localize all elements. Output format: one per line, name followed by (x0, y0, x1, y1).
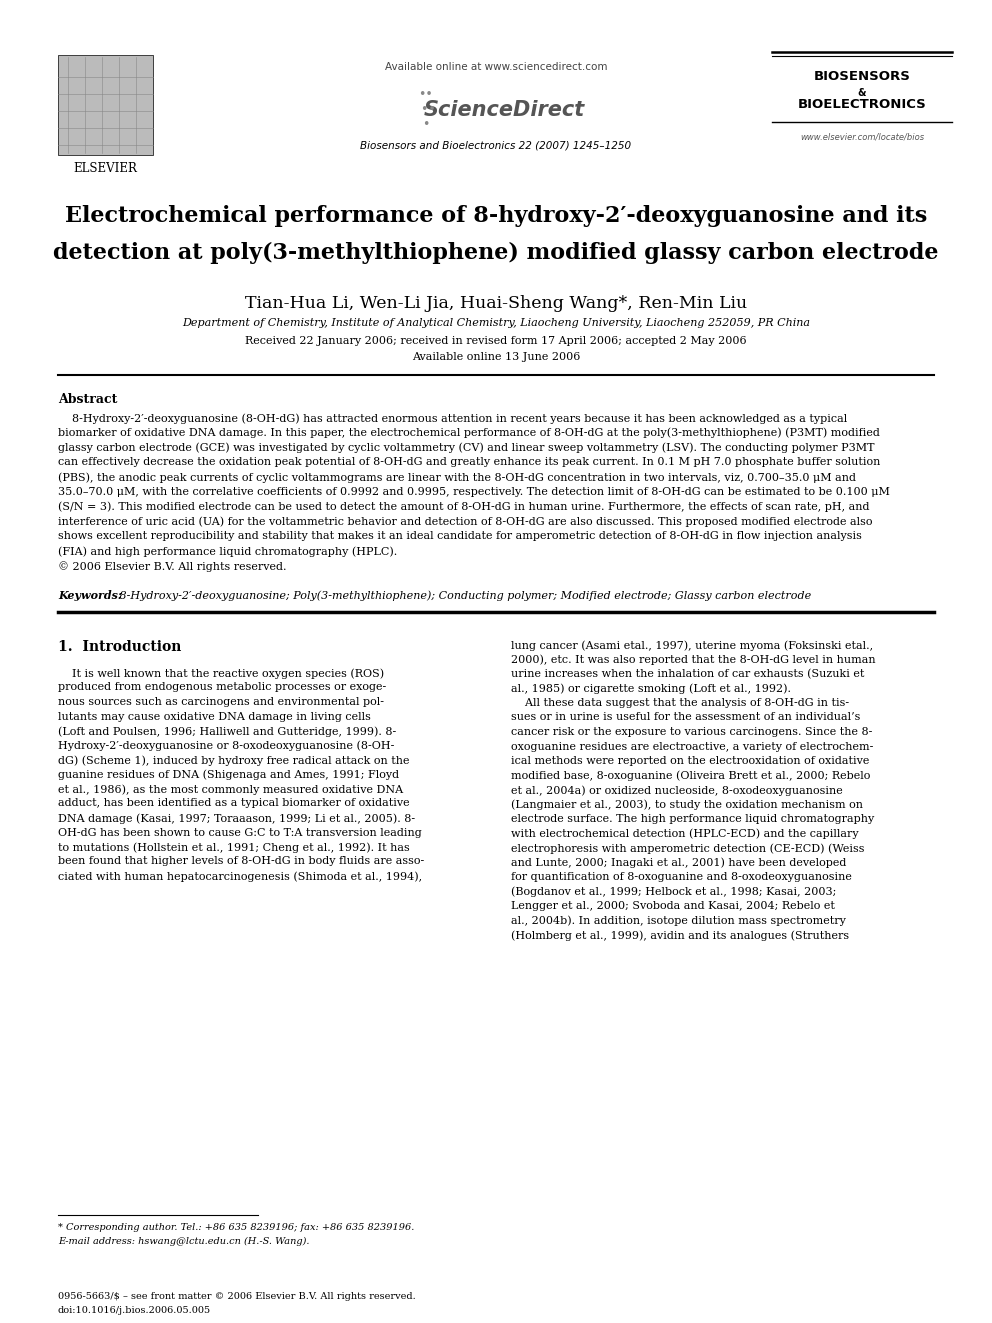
Text: with electrochemical detection (HPLC-ECD) and the capillary: with electrochemical detection (HPLC-ECD… (511, 828, 859, 839)
Text: Available online at www.sciencedirect.com: Available online at www.sciencedirect.co… (385, 62, 607, 71)
Text: Lengger et al., 2000; Svoboda and Kasai, 2004; Rebelo et: Lengger et al., 2000; Svoboda and Kasai,… (511, 901, 835, 912)
Text: detection at poly(3-methylthiophene) modified glassy carbon electrode: detection at poly(3-methylthiophene) mod… (54, 242, 938, 265)
Text: All these data suggest that the analysis of 8-OH-dG in tis-: All these data suggest that the analysis… (511, 699, 849, 708)
Text: to mutations (Hollstein et al., 1991; Cheng et al., 1992). It has: to mutations (Hollstein et al., 1991; Ch… (58, 841, 410, 852)
Text: ELSEVIER: ELSEVIER (73, 161, 137, 175)
Text: biomarker of oxidative DNA damage. In this paper, the electrochemical performanc: biomarker of oxidative DNA damage. In th… (58, 427, 880, 438)
Text: can effectively decrease the oxidation peak potential of 8-OH-dG and greatly enh: can effectively decrease the oxidation p… (58, 458, 880, 467)
Text: lutants may cause oxidative DNA damage in living cells: lutants may cause oxidative DNA damage i… (58, 712, 371, 721)
Text: www.elsevier.com/locate/bios: www.elsevier.com/locate/bios (800, 132, 925, 142)
Text: interference of uric acid (UA) for the voltammetric behavior and detection of 8-: interference of uric acid (UA) for the v… (58, 516, 873, 527)
Text: cancer risk or the exposure to various carcinogens. Since the 8-: cancer risk or the exposure to various c… (511, 728, 872, 737)
Text: lung cancer (Asami etal., 1997), uterine myoma (Foksinski etal.,: lung cancer (Asami etal., 1997), uterine… (511, 640, 873, 651)
Text: OH-dG has been shown to cause G:C to T:A transversion leading: OH-dG has been shown to cause G:C to T:A… (58, 827, 422, 837)
Text: guanine residues of DNA (Shigenaga and Ames, 1991; Floyd: guanine residues of DNA (Shigenaga and A… (58, 770, 399, 781)
Text: Biosensors and Bioelectronics 22 (2007) 1245–1250: Biosensors and Bioelectronics 22 (2007) … (360, 140, 632, 149)
Bar (58, 56, 153, 155)
Text: © 2006 Elsevier B.V. All rights reserved.: © 2006 Elsevier B.V. All rights reserved… (58, 561, 287, 572)
Text: electrode surface. The high performance liquid chromatography: electrode surface. The high performance … (511, 814, 874, 824)
Text: (Holmberg et al., 1999), avidin and its analogues (Struthers: (Holmberg et al., 1999), avidin and its … (511, 930, 849, 941)
Text: 2000), etc. It was also reported that the 8-OH-dG level in human: 2000), etc. It was also reported that th… (511, 655, 876, 665)
Text: for quantification of 8-oxoguanine and 8-oxodeoxyguanosine: for quantification of 8-oxoguanine and 8… (511, 872, 852, 882)
Text: and Lunte, 2000; Inagaki et al., 2001) have been developed: and Lunte, 2000; Inagaki et al., 2001) h… (511, 857, 846, 868)
Text: glassy carbon electrode (GCE) was investigated by cyclic voltammetry (CV) and li: glassy carbon electrode (GCE) was invest… (58, 443, 875, 454)
Text: oxoguanine residues are electroactive, a variety of electrochem-: oxoguanine residues are electroactive, a… (511, 741, 873, 751)
Text: produced from endogenous metabolic processes or exoge-: produced from endogenous metabolic proce… (58, 683, 386, 692)
Text: et al., 1986), as the most commonly measured oxidative DNA: et al., 1986), as the most commonly meas… (58, 785, 403, 795)
Text: DNA damage (Kasai, 1997; Toraaason, 1999; Li et al., 2005). 8-: DNA damage (Kasai, 1997; Toraaason, 1999… (58, 814, 415, 823)
Text: adduct, has been identified as a typical biomarker of oxidative: adduct, has been identified as a typical… (58, 799, 410, 808)
Text: Keywords:: Keywords: (58, 590, 122, 601)
Text: shows excellent reproducibility and stability that makes it an ideal candidate f: shows excellent reproducibility and stab… (58, 532, 862, 541)
Text: Electrochemical performance of 8-hydroxy-2′-deoxyguanosine and its: Electrochemical performance of 8-hydroxy… (64, 205, 928, 228)
Text: (Langmaier et al., 2003), to study the oxidation mechanism on: (Langmaier et al., 2003), to study the o… (511, 799, 863, 810)
Text: BIOELECTRONICS: BIOELECTRONICS (798, 98, 927, 111)
Text: E-mail address: hswang@lctu.edu.cn (H.-S. Wang).: E-mail address: hswang@lctu.edu.cn (H.-S… (58, 1237, 310, 1246)
Text: 8-Hydroxy-2′-deoxyguanosine; Poly(3-methylthiophene); Conducting polymer; Modifi: 8-Hydroxy-2′-deoxyguanosine; Poly(3-meth… (116, 590, 811, 601)
Text: et al., 2004a) or oxidized nucleoside, 8-oxodeoxyguanosine: et al., 2004a) or oxidized nucleoside, 8… (511, 785, 843, 795)
Text: 35.0–70.0 μM, with the correlative coefficients of 0.9992 and 0.9995, respective: 35.0–70.0 μM, with the correlative coeff… (58, 487, 890, 497)
Text: nous sources such as carcinogens and environmental pol-: nous sources such as carcinogens and env… (58, 697, 384, 706)
Text: (PBS), the anodic peak currents of cyclic voltammograms are linear with the 8-OH: (PBS), the anodic peak currents of cycli… (58, 472, 856, 483)
Text: Received 22 January 2006; received in revised form 17 April 2006; accepted 2 May: Received 22 January 2006; received in re… (245, 336, 747, 347)
Text: ••
 ••
•: •• •• • (417, 89, 435, 131)
Text: doi:10.1016/j.bios.2006.05.005: doi:10.1016/j.bios.2006.05.005 (58, 1306, 211, 1315)
Text: urine increases when the inhalation of car exhausts (Suzuki et: urine increases when the inhalation of c… (511, 669, 864, 679)
Text: * Corresponding author. Tel.: +86 635 8239196; fax: +86 635 8239196.: * Corresponding author. Tel.: +86 635 82… (58, 1222, 415, 1232)
Text: Tian-Hua Li, Wen-Li Jia, Huai-Sheng Wang*, Ren-Min Liu: Tian-Hua Li, Wen-Li Jia, Huai-Sheng Wang… (245, 295, 747, 312)
Text: sues or in urine is useful for the assessment of an individual’s: sues or in urine is useful for the asses… (511, 713, 860, 722)
Text: 8-Hydroxy-2′-deoxyguanosine (8-OH-dG) has attracted enormous attention in recent: 8-Hydroxy-2′-deoxyguanosine (8-OH-dG) ha… (58, 413, 847, 423)
Text: ScienceDirect: ScienceDirect (424, 101, 584, 120)
Text: 1.  Introduction: 1. Introduction (58, 640, 182, 654)
Text: ical methods were reported on the electrooxidation of oxidative: ical methods were reported on the electr… (511, 755, 869, 766)
Text: &: & (858, 89, 866, 98)
Text: Abstract: Abstract (58, 393, 117, 406)
Text: dG) (Scheme 1), induced by hydroxy free radical attack on the: dG) (Scheme 1), induced by hydroxy free … (58, 755, 410, 766)
Text: al., 1985) or cigarette smoking (Loft et al., 1992).: al., 1985) or cigarette smoking (Loft et… (511, 684, 791, 695)
Text: modified base, 8-oxoguanine (Oliveira Brett et al., 2000; Rebelo: modified base, 8-oxoguanine (Oliveira Br… (511, 770, 870, 781)
Text: It is well known that the reactive oxygen species (ROS): It is well known that the reactive oxyge… (58, 668, 384, 679)
Text: 0956-5663/$ – see front matter © 2006 Elsevier B.V. All rights reserved.: 0956-5663/$ – see front matter © 2006 El… (58, 1293, 416, 1301)
Text: ciated with human hepatocarcinogenesis (Shimoda et al., 1994),: ciated with human hepatocarcinogenesis (… (58, 871, 423, 881)
Text: Hydroxy-2′-deoxyguanosine or 8-oxodeoxyguanosine (8-OH-: Hydroxy-2′-deoxyguanosine or 8-oxodeoxyg… (58, 741, 395, 751)
Text: (S/N = 3). This modified electrode can be used to detect the amount of 8-OH-dG i: (S/N = 3). This modified electrode can b… (58, 501, 870, 512)
Text: (FIA) and high performance liquid chromatography (HPLC).: (FIA) and high performance liquid chroma… (58, 546, 397, 557)
Text: (Bogdanov et al., 1999; Helbock et al., 1998; Kasai, 2003;: (Bogdanov et al., 1999; Helbock et al., … (511, 886, 836, 897)
Text: BIOSENSORS: BIOSENSORS (813, 70, 911, 83)
Text: al., 2004b). In addition, isotope dilution mass spectrometry: al., 2004b). In addition, isotope diluti… (511, 916, 846, 926)
Text: Available online 13 June 2006: Available online 13 June 2006 (412, 352, 580, 363)
Text: Department of Chemistry, Institute of Analytical Chemistry, Liaocheng University: Department of Chemistry, Institute of An… (182, 318, 810, 328)
Text: been found that higher levels of 8-OH-dG in body fluids are asso-: been found that higher levels of 8-OH-dG… (58, 856, 425, 867)
Text: electrophoresis with amperometric detection (CE-ECD) (Weiss: electrophoresis with amperometric detect… (511, 843, 864, 853)
Text: (Loft and Poulsen, 1996; Halliwell and Gutteridge, 1999). 8-: (Loft and Poulsen, 1996; Halliwell and G… (58, 726, 396, 737)
